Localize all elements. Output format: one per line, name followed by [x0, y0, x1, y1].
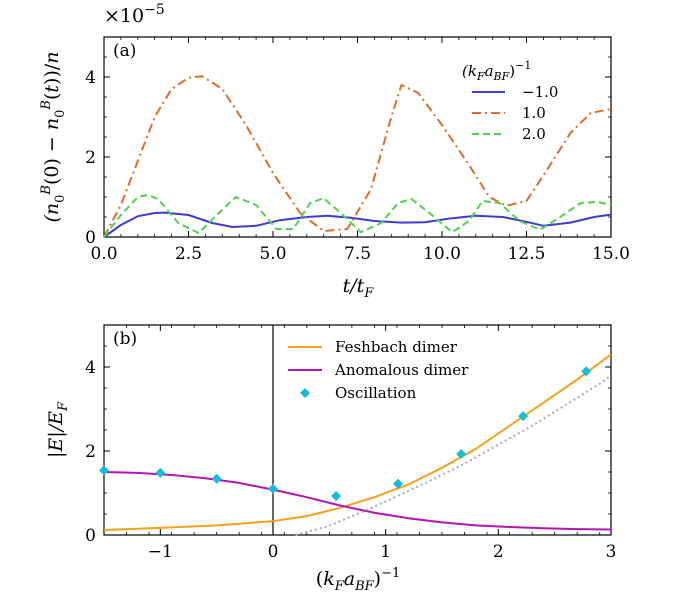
legend-a-entry: 2.0 — [522, 125, 546, 143]
panel-b-series-feshbach-dimer — [103, 353, 612, 531]
legend-a-entry: 1.0 — [522, 104, 546, 122]
panel-a-label: (a) — [113, 41, 136, 61]
panel-a-xtick-label: 12.5 — [508, 244, 546, 264]
panel-a-legend: (kFaBF)−1 −1.0 1.0 2.0 — [462, 59, 558, 143]
panel-b-ytick-label: 0 — [85, 526, 96, 546]
panel-b-point-oscillation — [581, 366, 592, 377]
panel-a-series-1-0 — [103, 75, 612, 238]
panel-b-ticks: −1 0 1 2 3 0 2 4 — [85, 324, 617, 562]
panel-b-point-oscillation — [155, 467, 166, 478]
panel-a-xtick-label: 5.0 — [259, 244, 286, 264]
panel-a-series--1-0 — [103, 211, 612, 238]
panel-a-ticks: 0.0 2.5 5.0 7.5 10.0 12.5 15.0 0 2 4 — [85, 36, 630, 264]
panel-a-xtick-label: 10.0 — [423, 244, 461, 264]
panel-b-point-oscillation — [268, 483, 278, 494]
panel-b-frame — [103, 324, 612, 536]
panel-b-point-oscillation — [393, 478, 404, 489]
panel-b-series-anomalous-dimer — [103, 471, 612, 531]
panel-b-point-oscillation — [331, 490, 342, 501]
panel-b-ytick-label: 2 — [85, 442, 96, 462]
panel-b-xlabel: (kFaBF)−1 — [316, 566, 400, 594]
panel-b-point-oscillation — [518, 411, 529, 422]
panel-a-xtick-label: 7.5 — [344, 244, 371, 264]
panel-a-series — [103, 75, 612, 238]
panel-a-series-2-0 — [103, 194, 612, 238]
panel-b-point-oscillation — [211, 473, 222, 484]
panel-b-point-oscillation — [456, 448, 467, 459]
panel-b-ytick-label: 4 — [85, 358, 96, 378]
legend-a-entry: −1.0 — [522, 83, 558, 101]
panel-b-label: (b) — [113, 329, 137, 349]
panel-a-xtick-label: 0.0 — [90, 244, 117, 264]
panel-b-ylabel: |E|/EF — [45, 401, 71, 458]
panel-b-series — [99, 325, 612, 536]
panel-a-ylabel: (n0B(0) − n0B(t))/n — [39, 51, 68, 222]
panel-a-ytick-label: 2 — [85, 148, 96, 168]
legend-b-entry: Feshbach dimer — [335, 338, 458, 356]
legend-title: (kFaBF)−1 — [462, 59, 531, 83]
legend-b-swatch — [300, 388, 310, 398]
panel-b-xtick-label: 0 — [268, 542, 279, 562]
panel-a: 0.0 2.5 5.0 7.5 10.0 12.5 15.0 0 2 4 (a) ×10−5 (n… — [39, 2, 630, 301]
panel-a-xtick-label: 15.0 — [592, 244, 630, 264]
panel-a-ytick-label: 0 — [85, 228, 96, 248]
panel-b-xtick-label: −1 — [148, 542, 173, 562]
panel-a-xlabel: t/tF — [343, 275, 375, 301]
panel-b-xtick-label: 1 — [380, 542, 391, 562]
panel-a-ytick-label: 4 — [85, 68, 96, 88]
legend-b-entry: Oscillation — [335, 384, 417, 402]
panel-b-point-oscillation — [99, 465, 109, 476]
panel-b: −1 0 1 2 3 0 2 4 (b) |E|/EF (kFaBF)−1 Feshbach … — [45, 324, 617, 594]
panel-b-legend: Feshbach dimer Anomalous dimer Oscillation — [288, 338, 469, 402]
panel-a-xtick-label: 2.5 — [175, 244, 202, 264]
legend-b-entry: Anomalous dimer — [334, 361, 469, 379]
panel-b-xtick-label: 3 — [606, 542, 617, 562]
panel-b-xtick-label: 2 — [493, 542, 504, 562]
panel-a-exponent: ×10−5 — [104, 2, 165, 27]
